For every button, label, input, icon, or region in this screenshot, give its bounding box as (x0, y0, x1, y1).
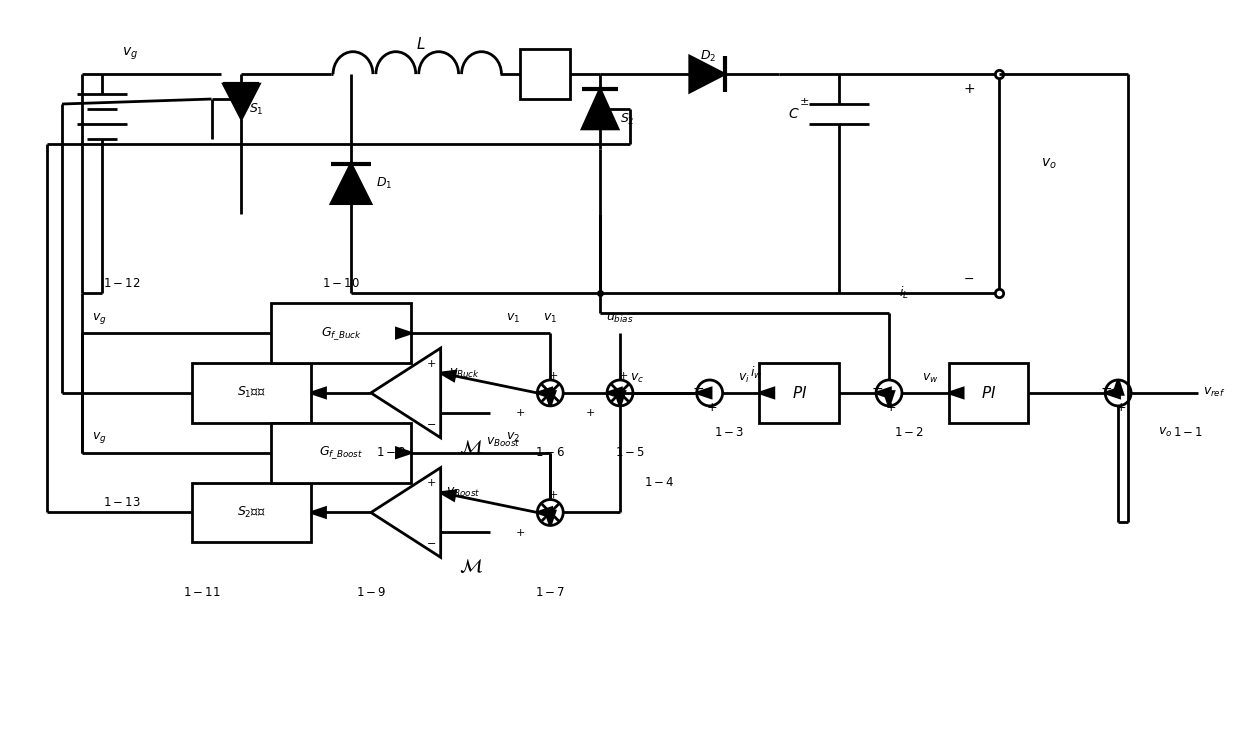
Polygon shape (223, 84, 259, 119)
Text: $i_w$: $i_w$ (749, 365, 763, 381)
Polygon shape (371, 468, 440, 557)
Text: $S_1$驱动: $S_1$驱动 (237, 386, 265, 401)
Polygon shape (397, 328, 410, 338)
Text: $-$: $-$ (870, 381, 883, 395)
Text: $+$: $+$ (706, 401, 717, 414)
Text: $+$: $+$ (962, 82, 975, 96)
Text: $PI$: $PI$ (791, 385, 807, 401)
Bar (192, 363, 311, 423)
Polygon shape (1105, 388, 1120, 398)
Polygon shape (537, 508, 552, 517)
Text: $v_g$: $v_g$ (92, 430, 107, 445)
Polygon shape (537, 388, 552, 398)
Text: $\pm$: $\pm$ (799, 96, 810, 106)
Text: $1-5$: $1-5$ (615, 447, 645, 459)
Text: $i_L$: $i_L$ (899, 285, 909, 301)
Polygon shape (440, 371, 455, 380)
Text: $+$: $+$ (585, 407, 595, 419)
Text: $1-9$: $1-9$ (356, 586, 386, 599)
Polygon shape (608, 388, 621, 398)
Text: $1-11$: $1-11$ (182, 586, 221, 599)
Polygon shape (311, 508, 325, 517)
Text: $+$: $+$ (516, 527, 526, 538)
Text: $v_{Boost}$: $v_{Boost}$ (486, 436, 521, 450)
Text: $1-3$: $1-3$ (714, 426, 745, 439)
Text: $+$: $+$ (548, 370, 558, 380)
Text: $1-12$: $1-12$ (103, 277, 140, 290)
Text: $G_{f\_Buck}$: $G_{f\_Buck}$ (321, 325, 362, 342)
Text: $S_2$驱动: $S_2$驱动 (237, 505, 265, 520)
Text: $+$: $+$ (425, 477, 435, 488)
Text: $v_2$: $v_2$ (506, 431, 521, 444)
Text: $v_{Boost}$: $v_{Boost}$ (446, 486, 481, 499)
Polygon shape (440, 491, 455, 500)
Text: $+$: $+$ (516, 407, 526, 419)
Text: $-$: $-$ (425, 538, 435, 547)
Text: $1-1$: $1-1$ (1173, 426, 1203, 439)
Polygon shape (371, 348, 440, 437)
Text: $v_1$: $v_1$ (506, 312, 521, 325)
Bar (272, 303, 410, 363)
Text: $\mathcal{M}$: $\mathcal{M}$ (459, 558, 482, 576)
Text: $v_1$: $v_1$ (543, 312, 557, 325)
Polygon shape (397, 448, 410, 458)
Text: $1-7$: $1-7$ (534, 586, 565, 599)
Text: $v_g$: $v_g$ (122, 46, 138, 62)
Text: $-$: $-$ (692, 381, 704, 395)
Polygon shape (546, 511, 556, 526)
Polygon shape (949, 388, 963, 398)
Text: $1-6$: $1-6$ (534, 447, 565, 459)
Text: $+$: $+$ (425, 358, 435, 368)
Polygon shape (689, 56, 724, 92)
Polygon shape (582, 89, 618, 129)
Text: $S_1$: $S_1$ (249, 102, 264, 117)
Text: $+$: $+$ (548, 489, 558, 500)
Text: $u_{bias}$: $u_{bias}$ (606, 312, 634, 325)
Text: $-$: $-$ (425, 418, 435, 428)
Text: $PI$: $PI$ (981, 385, 996, 401)
Polygon shape (759, 388, 774, 398)
Text: $D_2$: $D_2$ (699, 49, 715, 64)
Text: $G_{f\_Boost}$: $G_{f\_Boost}$ (319, 444, 363, 461)
Text: $1-8$: $1-8$ (376, 447, 407, 459)
Polygon shape (697, 388, 711, 398)
Polygon shape (875, 388, 890, 398)
Text: $+$: $+$ (1115, 401, 1126, 414)
Polygon shape (311, 388, 325, 398)
Polygon shape (615, 392, 625, 406)
Bar (272, 423, 410, 483)
Text: $D_1$: $D_1$ (376, 176, 392, 191)
Text: $S_2$: $S_2$ (620, 111, 635, 127)
Text: $1-13$: $1-13$ (103, 496, 141, 509)
Text: $+$: $+$ (618, 370, 629, 380)
Bar (192, 483, 311, 542)
Text: $L$: $L$ (415, 36, 425, 52)
Bar (949, 363, 1028, 423)
Text: $v_g$: $v_g$ (92, 311, 107, 326)
Text: $\mathcal{M}$: $\mathcal{M}$ (459, 439, 482, 457)
Text: $v_w$: $v_w$ (923, 371, 939, 385)
Polygon shape (1114, 380, 1123, 395)
Text: $C$: $C$ (787, 107, 800, 121)
Text: $v_{Buck}$: $v_{Buck}$ (449, 367, 481, 380)
Text: $v_o$: $v_o$ (1158, 426, 1172, 439)
Text: $1-4$: $1-4$ (645, 476, 676, 489)
Text: $1-2$: $1-2$ (894, 426, 924, 439)
Text: $v_c$: $v_c$ (630, 371, 644, 385)
Text: $v_{ref}$: $v_{ref}$ (1203, 386, 1225, 400)
Text: $v_o$: $v_o$ (1040, 157, 1056, 171)
Polygon shape (546, 392, 556, 406)
Bar (759, 363, 839, 423)
Polygon shape (884, 392, 894, 406)
Text: $v_i$: $v_i$ (738, 371, 749, 385)
Polygon shape (331, 164, 371, 203)
Text: $1-10$: $1-10$ (322, 277, 360, 290)
Text: $+$: $+$ (885, 401, 897, 414)
Text: $-$: $-$ (963, 272, 975, 285)
Text: $-$: $-$ (1100, 381, 1112, 395)
Bar (521, 49, 570, 99)
